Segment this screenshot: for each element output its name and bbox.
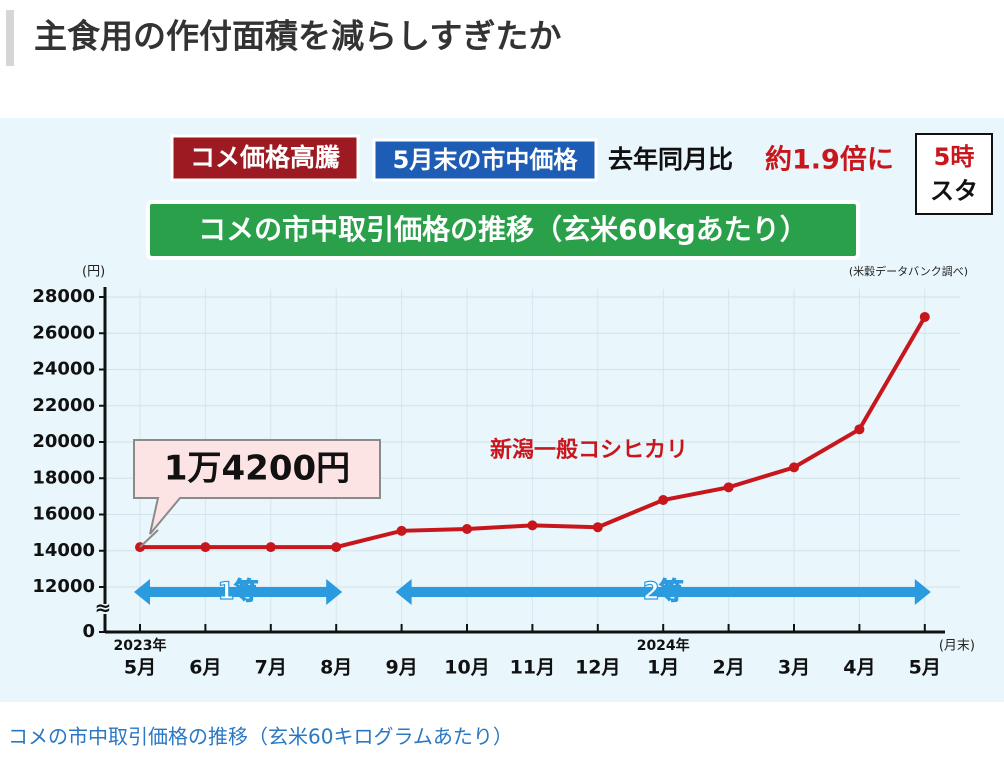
y-tick-label: 26000 xyxy=(32,322,95,343)
compare: 去年同月比 xyxy=(608,145,733,174)
axis-break: ≈ xyxy=(95,596,112,620)
callout-pointer xyxy=(139,529,159,548)
x-tick-label: 5月 xyxy=(909,657,941,679)
x-tick-label: 11月 xyxy=(510,657,555,679)
year-label: 2023年 xyxy=(114,637,167,654)
tag: コメ価格高騰 xyxy=(190,143,341,172)
x-tick-label: 8月 xyxy=(320,657,352,679)
heading: 主食用の作付面積を減らしすぎたか xyxy=(34,17,561,56)
logo-bottom: スタ xyxy=(930,177,978,205)
x-tick-label: 1月 xyxy=(647,657,679,679)
x-tick-label: 4月 xyxy=(843,657,875,679)
point xyxy=(658,495,669,505)
point xyxy=(396,525,407,536)
ratio: 約1.9倍に xyxy=(765,144,894,176)
x-tick-label: 2月 xyxy=(712,657,744,679)
chart-title: コメの市中取引価格の推移（玄米60kgあたり） xyxy=(198,213,808,246)
tag-box xyxy=(170,134,360,182)
break-gap xyxy=(93,604,113,614)
y-tick-label: 0 xyxy=(82,621,95,642)
y-tick-label: 12000 xyxy=(32,576,95,597)
logo xyxy=(915,133,993,215)
x-tick-label: 3月 xyxy=(778,657,810,679)
caption: コメの市中取引価格の推移（玄米60キログラムあたり） xyxy=(8,725,513,749)
callout xyxy=(133,439,381,535)
series-label: 新潟一般コシヒカリ xyxy=(490,437,688,463)
source: (米穀データバンク調べ) xyxy=(849,264,968,278)
point xyxy=(200,542,211,553)
x-unit: (月末) xyxy=(939,639,975,654)
x-tick-label: 7月 xyxy=(255,657,287,679)
x-tick-label: 10月 xyxy=(444,657,489,679)
grade-label: 1等 xyxy=(218,577,259,605)
y-tick-label: 22000 xyxy=(32,395,95,416)
point xyxy=(919,311,930,322)
grade-label: 2等 xyxy=(643,577,684,605)
y-tick-label: 24000 xyxy=(32,359,95,380)
logo-top: 5時 xyxy=(934,143,975,171)
point xyxy=(723,482,734,493)
point xyxy=(527,520,538,531)
title-box xyxy=(146,200,860,260)
point xyxy=(331,542,342,553)
x-tick-label: 9月 xyxy=(385,657,417,679)
point xyxy=(265,542,276,553)
sub: 5月末の市中価格 xyxy=(393,146,579,174)
year-label: 2024年 xyxy=(637,637,690,654)
y-tick-label: 14000 xyxy=(32,540,95,561)
point xyxy=(592,522,603,533)
point xyxy=(789,462,799,473)
heading-bar xyxy=(6,10,14,66)
x-tick-label: 6月 xyxy=(189,657,221,679)
point xyxy=(462,524,472,534)
sub-box xyxy=(372,138,598,182)
y-tick-label: 28000 xyxy=(32,286,95,307)
x-tick-label: 12月 xyxy=(575,657,620,679)
point xyxy=(854,424,865,435)
y-tick-label: 20000 xyxy=(32,431,95,452)
y-tick-label: 18000 xyxy=(32,467,95,488)
y-unit: (円) xyxy=(82,265,105,280)
x-tick-label: 5月 xyxy=(124,657,156,679)
annotation: 1万4200円 xyxy=(164,449,350,489)
y-tick-label: 16000 xyxy=(32,504,95,525)
